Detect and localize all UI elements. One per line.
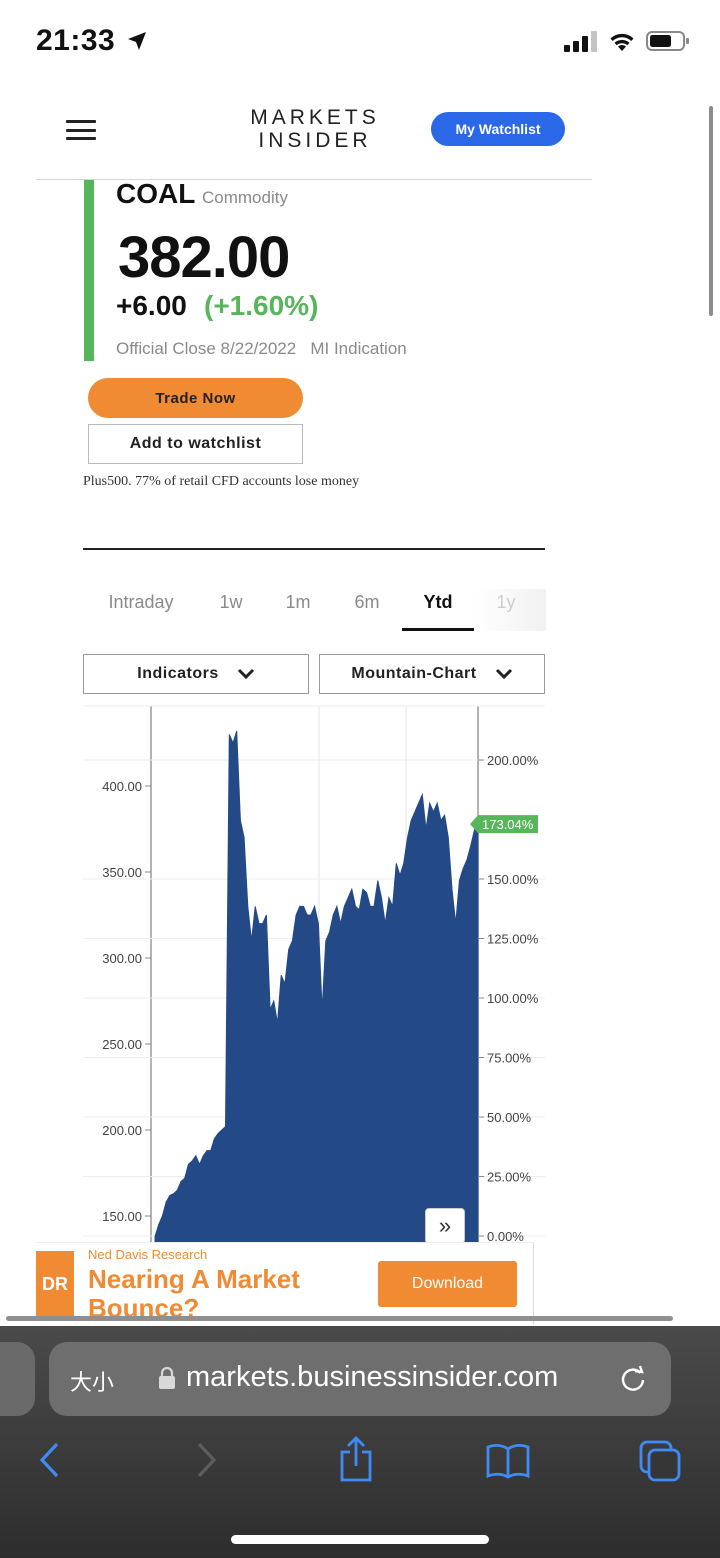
tabs-overflow-fade	[476, 589, 546, 631]
bookmarks-book-icon[interactable]	[486, 1443, 530, 1479]
active-tab-indicator	[402, 628, 474, 631]
indicators-dropdown[interactable]: Indicators	[83, 654, 309, 694]
left-axis-tick-label: 150.00	[102, 1209, 142, 1224]
right-axis-tick-label: 50.00%	[487, 1110, 532, 1125]
section-divider	[83, 548, 545, 550]
header-divider	[36, 179, 592, 180]
address-bar[interactable]	[49, 1342, 671, 1416]
cellular-signal-icon	[564, 31, 597, 52]
tab-1m[interactable]: 1m	[285, 592, 311, 612]
quote-accent-bar	[84, 180, 94, 361]
status-time: 21:33	[36, 24, 148, 58]
trade-now-button[interactable]: Trade Now	[88, 378, 303, 418]
cfd-disclaimer: Plus500. 77% of retail CFD accounts lose…	[83, 474, 360, 489]
url-text[interactable]: markets.businessinsider.com	[186, 1361, 559, 1393]
chart-area-series	[154, 730, 479, 1245]
left-axis-tick-label: 350.00	[102, 865, 142, 880]
right-axis-tick-label: 200.00%	[487, 753, 539, 768]
right-axis-tick-label: 0.00%	[487, 1229, 524, 1244]
home-indicator[interactable]	[231, 1535, 489, 1544]
instrument-symbol: COAL	[116, 178, 196, 209]
price-change-percent: (+1.60%)	[204, 290, 319, 321]
tabs-icon[interactable]	[639, 1440, 683, 1482]
my-watchlist-button[interactable]: My Watchlist	[431, 112, 565, 146]
tab-1w[interactable]: 1w	[219, 592, 243, 612]
chart-type-label: Mountain-Chart	[351, 665, 477, 682]
advertisement-banner[interactable]: DR Ned Davis Research Nearing A Market B…	[36, 1242, 534, 1324]
wifi-icon	[610, 33, 634, 51]
chart-type-dropdown[interactable]: Mountain-Chart	[319, 654, 545, 694]
reload-icon[interactable]	[618, 1364, 648, 1394]
double-chevron-right-icon[interactable]: »	[425, 1208, 465, 1244]
ad-logo: DR	[36, 1251, 74, 1317]
hamburger-menu-icon[interactable]	[66, 120, 96, 140]
tab-ytd[interactable]: Ytd	[423, 592, 453, 612]
share-icon[interactable]	[337, 1436, 375, 1482]
forward-arrow-icon[interactable]	[192, 1440, 220, 1480]
right-axis-tick-label: 25.00%	[487, 1170, 532, 1185]
horizontal-scrollbar[interactable]	[6, 1316, 673, 1321]
right-axis-tick-label: 125.00%	[487, 932, 539, 947]
tab-intraday[interactable]: Intraday	[108, 592, 174, 612]
add-to-watchlist-button[interactable]: Add to watchlist	[88, 424, 303, 464]
chevron-down-icon	[495, 668, 512, 680]
battery-icon	[646, 31, 689, 51]
vertical-scrollbar[interactable]	[709, 106, 713, 316]
left-axis-tick-label: 300.00	[102, 951, 142, 966]
tab-1y[interactable]: 1y	[496, 592, 516, 612]
ad-download-button[interactable]: Download	[378, 1261, 517, 1307]
status-icons	[564, 30, 690, 52]
right-axis-tick-label: 100.00%	[487, 991, 539, 1006]
chevron-down-icon	[237, 668, 254, 680]
text-size-button[interactable]: 大小	[70, 1370, 115, 1395]
left-axis-tick-label: 400.00	[102, 779, 142, 794]
current-price: 382.00	[118, 225, 290, 290]
left-axis-tick-label: 250.00	[102, 1037, 142, 1052]
markets-insider-logo[interactable]: MARKETS INSIDER	[250, 106, 380, 152]
current-value-badge	[470, 815, 538, 834]
current-value-label: 173.04%	[482, 817, 534, 832]
ad-headline[interactable]: Nearing A Market Bounce?	[88, 1264, 300, 1323]
official-close-info: Official Close 8/22/2022 MI Indication	[116, 339, 407, 358]
indicators-label: Indicators	[137, 665, 219, 682]
logo-line-2: INSIDER	[258, 129, 372, 152]
asset-type-label: Commodity	[202, 188, 288, 207]
previous-tab-pill[interactable]	[0, 1342, 35, 1416]
price-change: +6.00	[116, 290, 187, 321]
right-axis-tick-label: 150.00%	[487, 872, 539, 887]
left-axis-tick-label: 200.00	[102, 1123, 142, 1138]
price-chart[interactable]: 400.00 350.00 300.00 250.00 200.00 150.00 200.…	[0, 700, 720, 1245]
back-arrow-icon[interactable]	[36, 1440, 64, 1480]
time-text: 21:33	[36, 24, 116, 57]
tab-6m[interactable]: 6m	[354, 592, 380, 612]
right-axis-tick-label: 75.00%	[487, 1051, 532, 1066]
location-arrow-icon	[128, 32, 147, 50]
ad-sponsor: Ned Davis Research	[88, 1247, 208, 1262]
logo-line-1: MARKETS	[250, 106, 380, 129]
lock-icon	[159, 1366, 175, 1389]
